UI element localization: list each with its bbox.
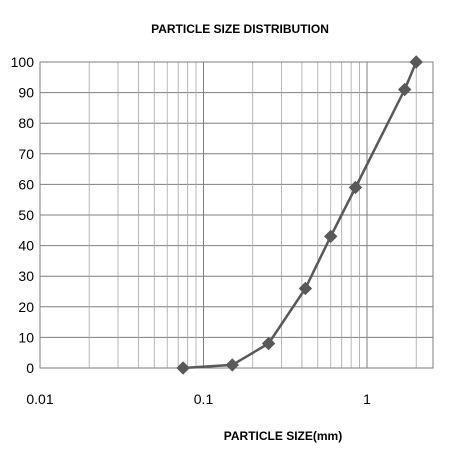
x-tick-label: 0.1	[194, 391, 214, 407]
series	[176, 55, 423, 375]
y-tick-label: 50	[18, 207, 34, 223]
data-point	[324, 229, 338, 244]
data-point	[397, 82, 412, 97]
y-tick-label: 20	[18, 299, 34, 315]
data-point	[298, 281, 313, 296]
y-tick-label: 90	[18, 85, 34, 101]
series-line	[183, 61, 418, 370]
chart-title: PARTICLE SIZE DISTRIBUTION	[151, 22, 329, 36]
y-tick-label: 0	[26, 360, 34, 376]
data-point	[348, 180, 363, 195]
y-tick-label: 30	[18, 268, 34, 284]
data-point	[176, 361, 190, 375]
y-tick-label: 10	[18, 329, 34, 345]
y-tick-label: 70	[18, 146, 34, 162]
x-axis-ticks: 0.01 0.1 1	[26, 391, 371, 407]
x-tick-label: 1	[363, 391, 371, 407]
data-point	[409, 55, 423, 69]
y-axis-ticks: 0 10 20 30 40 50 60 70 80 90 100	[11, 54, 35, 376]
plot-border	[39, 61, 434, 369]
data-point	[225, 358, 239, 372]
grid	[39, 61, 434, 369]
x-tick-label: 0.01	[26, 391, 53, 407]
y-tick-label: 40	[18, 238, 34, 254]
y-tick-label: 100	[11, 54, 35, 70]
x-axis-label: PARTICLE SIZE(mm)	[224, 429, 342, 443]
y-tick-label: 60	[18, 176, 34, 192]
y-tick-label: 80	[18, 115, 34, 131]
data-point	[261, 336, 276, 351]
